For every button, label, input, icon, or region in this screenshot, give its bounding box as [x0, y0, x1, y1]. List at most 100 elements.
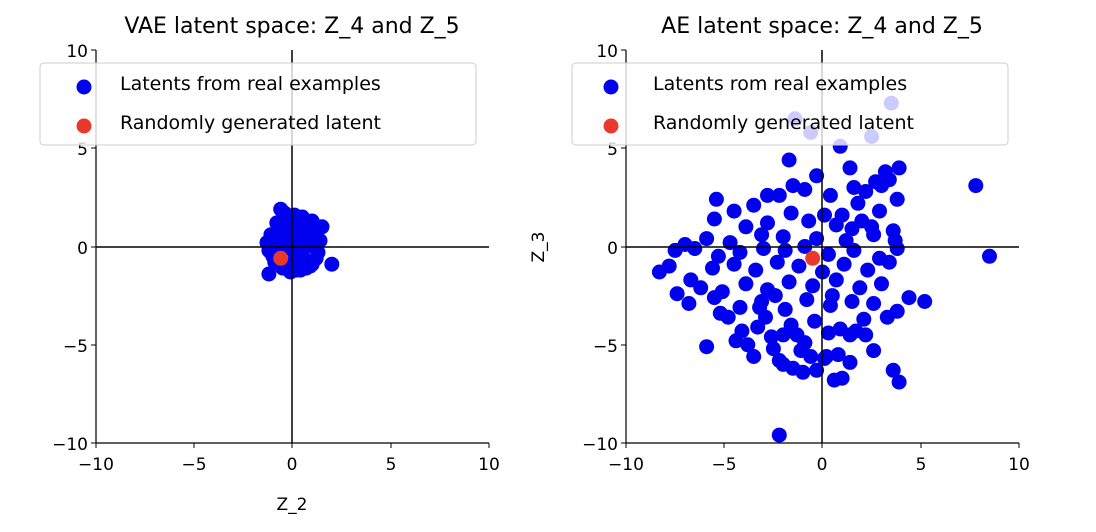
ae-real-point: [828, 217, 844, 233]
ae-real-point: [797, 182, 813, 197]
ae-real-point: [801, 213, 817, 229]
ae-real-point: [844, 221, 860, 237]
ae-real-point: [881, 254, 897, 270]
ae-real-point: [708, 191, 724, 207]
ae-real-point: [842, 354, 858, 370]
vae-xtick-label: 0: [287, 455, 298, 475]
vae-real-point: [287, 223, 302, 239]
ae-ytick-label: −10: [582, 435, 618, 455]
ae-real-point: [879, 309, 895, 325]
vae-real-point: [283, 264, 298, 280]
ae-real-point: [760, 187, 775, 203]
vae-legend: Latents from real examples Randomly gene…: [39, 62, 477, 146]
ae-real-point: [828, 272, 844, 288]
ae-real-point: [866, 343, 882, 359]
ae-real-point: [842, 160, 858, 176]
ae-legend: Latents rom real examples Randomly gener…: [571, 62, 1009, 146]
ae-real-point: [799, 292, 815, 308]
ae-real-point: [756, 241, 771, 256]
ae-real-point: [885, 362, 901, 378]
ae-real-point: [824, 288, 840, 304]
ae-real-point: [797, 335, 813, 351]
ae-real-point: [858, 184, 874, 199]
ae-real-point: [817, 207, 832, 223]
ae-xtick-label: −10: [608, 455, 644, 475]
ae-real-point: [771, 187, 787, 203]
vae-xtick-label: −10: [78, 455, 114, 475]
ae-real-point: [809, 362, 825, 378]
ae-real-point: [783, 205, 799, 221]
vae-ytick-label: −5: [63, 337, 88, 357]
ae-real-point: [820, 246, 836, 262]
vae-real-point: [298, 260, 314, 276]
ae-real-point: [681, 296, 697, 311]
vae-xticks: −10 −5 0 5 10: [78, 443, 500, 475]
ae-real-point: [726, 203, 742, 219]
ae-real-point: [852, 280, 868, 296]
ae-ytick-label: −5: [593, 337, 618, 357]
ae-real-point: [805, 278, 821, 294]
ae-real-point: [771, 353, 787, 368]
ae-real-point: [874, 276, 889, 292]
ae-real-point: [881, 172, 897, 188]
ae-real-point: [818, 349, 834, 364]
ae-real-point: [917, 294, 933, 309]
vae-points-layer: [259, 201, 340, 282]
ae-real-point: [844, 294, 860, 309]
ae-real-point: [769, 254, 785, 270]
ae-real-point: [732, 299, 748, 315]
ae-legend-real-marker: [603, 79, 619, 95]
ae-real-point: [775, 229, 791, 245]
ae-real-point: [901, 290, 917, 306]
ae-real-point: [891, 374, 907, 390]
ae-real-point: [706, 290, 722, 306]
ae-real-point: [706, 211, 722, 227]
ae-points-layer: [651, 95, 997, 443]
vae-legend-real-label: Latents from real examples: [120, 73, 381, 95]
ae-real-point: [850, 195, 866, 211]
ae-real-point: [822, 187, 838, 203]
ae-real-point: [781, 152, 797, 168]
ae-real-point: [699, 339, 715, 355]
ae-real-point: [705, 260, 720, 276]
ae-real-point: [726, 256, 742, 272]
vae-xtick-label: 5: [386, 455, 397, 475]
vae-real-point: [290, 242, 306, 258]
ae-ytick-label: 10: [596, 42, 618, 62]
ae-real-point: [763, 329, 779, 345]
vae-xtick-label: −5: [181, 455, 206, 475]
vae-xtick-label: 10: [478, 455, 500, 475]
ae-real-point: [720, 309, 736, 325]
ae-real-point: [767, 288, 783, 304]
ae-real-point: [889, 191, 905, 207]
ae-yticks: 10 5 0 −5 −10: [582, 42, 626, 455]
vae-title: VAE latent space: Z_4 and Z_5: [124, 14, 459, 39]
ae-ytick-label: 5: [607, 140, 618, 160]
vae-ytick-label: 5: [77, 140, 88, 160]
ae-real-point: [667, 242, 683, 258]
ae-xtick-label: 10: [1008, 455, 1030, 475]
vae-yticks: 10 5 0 −5 −10: [52, 42, 96, 455]
ae-real-point: [866, 296, 882, 311]
ae-real-point: [856, 311, 872, 327]
vae-ytick-label: 0: [77, 239, 88, 259]
ae-real-point: [889, 241, 905, 256]
vae-real-point: [277, 205, 293, 221]
vae-random-point: [273, 250, 289, 266]
ae-random-layer: [805, 250, 821, 266]
ae-real-point: [807, 313, 823, 329]
ae-real-point: [693, 280, 709, 296]
ae-real-point: [760, 215, 775, 231]
ae-legend-real-label: Latents rom real examples: [653, 73, 907, 95]
ae-real-point: [860, 262, 876, 278]
ae-real-point: [748, 262, 764, 278]
ae-title: AE latent space: Z_4 and Z_5: [661, 14, 983, 39]
ae-xtick-label: −5: [711, 455, 736, 475]
ae-real-point: [809, 231, 825, 247]
vae-ytick-label: −10: [52, 435, 88, 455]
ae-legend-random-label: Randomly generated latent: [653, 112, 914, 134]
ae-real-point: [891, 160, 907, 176]
ae-real-point: [738, 276, 754, 292]
ae-real-point: [836, 256, 852, 272]
vae-real-point: [324, 256, 340, 272]
